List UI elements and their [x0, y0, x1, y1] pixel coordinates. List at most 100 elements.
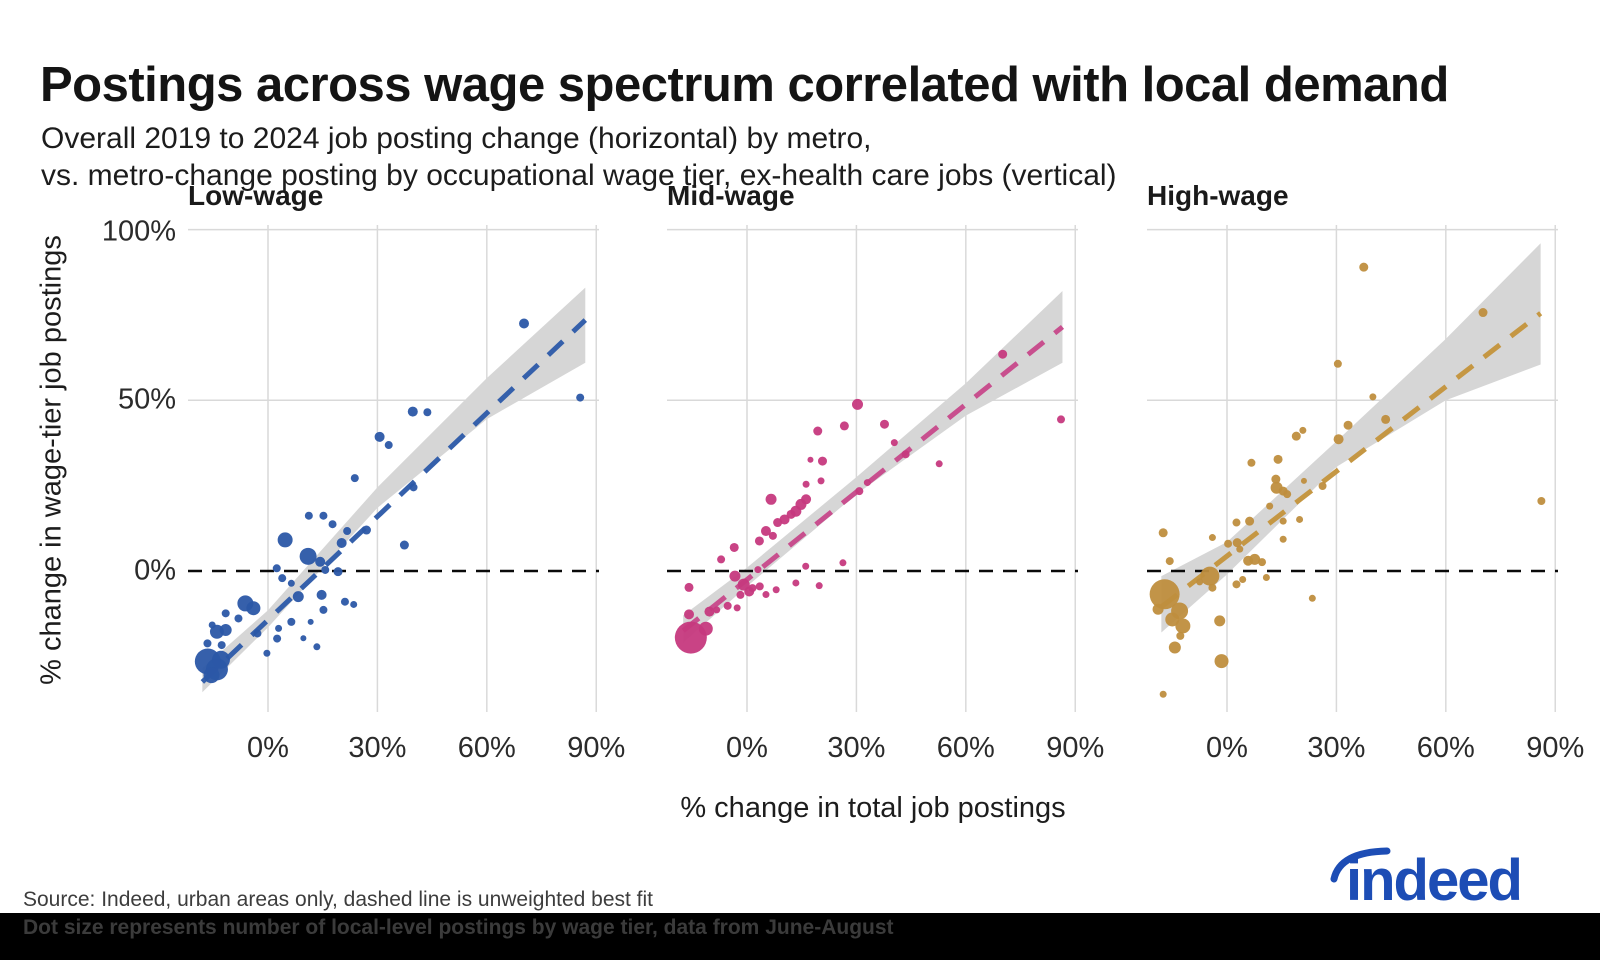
data-point [315, 556, 326, 567]
data-point [1158, 528, 1168, 538]
data-point [1279, 517, 1287, 525]
data-point [1308, 594, 1316, 602]
data-point [336, 538, 347, 549]
trend-line [200, 318, 588, 684]
data-point [1247, 458, 1256, 467]
data-point [704, 606, 715, 617]
data-point [1200, 566, 1220, 586]
data-point [765, 493, 777, 505]
data-point [1176, 631, 1185, 640]
data-point [801, 494, 812, 505]
data-point [762, 591, 770, 599]
data-point [1232, 538, 1242, 548]
data-point [807, 456, 814, 463]
data-point [278, 574, 287, 583]
data-point [319, 511, 328, 520]
panel-mid-wage: 0% 30% 60% 90% [667, 225, 1104, 764]
data-point [313, 643, 321, 651]
data-point [1537, 497, 1546, 506]
data-point [1243, 555, 1254, 566]
data-point [1152, 603, 1164, 615]
x-tick-label: 30% [827, 732, 885, 764]
data-point [754, 536, 764, 546]
data-point [219, 624, 232, 637]
x-tick-label: 60% [1417, 732, 1475, 764]
data-point [277, 532, 293, 548]
data-point [350, 474, 359, 483]
data-point [1214, 615, 1226, 627]
x-tick-label: 60% [458, 732, 516, 764]
data-point [273, 634, 282, 643]
data-point [1175, 618, 1191, 634]
indeed-logo-swoosh-icon [1330, 847, 1391, 883]
data-point [287, 579, 295, 587]
data-point [287, 617, 296, 626]
data-point [203, 667, 220, 684]
data-point [1208, 583, 1217, 592]
data-point [1196, 578, 1204, 586]
data-point [374, 431, 385, 442]
data-point [333, 567, 343, 577]
data-point [203, 639, 212, 648]
data-point [879, 419, 889, 429]
data-point [1300, 477, 1307, 484]
data-point [304, 511, 313, 520]
data-point [863, 479, 871, 487]
trend-line [1159, 311, 1543, 609]
data-point [935, 460, 943, 468]
panel-title-high: High-wage [1147, 180, 1289, 211]
x-tick-label: 0% [1206, 732, 1248, 764]
data-point [576, 393, 585, 402]
x-tick-label: 90% [1046, 732, 1104, 764]
data-point [1258, 558, 1267, 567]
data-point [1296, 515, 1304, 523]
data-point [253, 629, 262, 638]
data-point [1478, 308, 1488, 318]
data-point [729, 570, 741, 582]
data-point [361, 525, 371, 535]
data-point [1236, 545, 1244, 553]
x-tick-label: 90% [1526, 732, 1584, 764]
data-point [246, 601, 261, 616]
data-point [1359, 262, 1369, 272]
data-point [217, 641, 226, 650]
data-point [1168, 641, 1181, 654]
data-point [292, 591, 304, 603]
panel-low-wage: 0% 30% 60% 90% [188, 225, 625, 764]
indeed-logo: indeed [1346, 848, 1523, 913]
data-point [321, 565, 330, 574]
data-point [1333, 359, 1342, 368]
data-point [1165, 612, 1180, 627]
data-point [1273, 454, 1283, 464]
data-point [723, 601, 732, 610]
data-point [839, 559, 847, 567]
dot-size-note: Dot size represents number of local-leve… [23, 916, 894, 939]
data-point [423, 408, 432, 417]
data-point [717, 555, 726, 564]
data-point [772, 586, 780, 594]
y-tick-100: 100% [101, 215, 176, 248]
data-point [409, 483, 418, 492]
x-tick-label: 0% [726, 732, 768, 764]
confidence-band [683, 291, 1063, 643]
data-point [340, 597, 349, 606]
subtitle-line-1: Overall 2019 to 2024 job posting change … [41, 122, 872, 155]
y-tick-0: 0% [134, 554, 176, 587]
panel-title-mid: Mid-wage [667, 180, 795, 211]
data-point [1165, 557, 1174, 566]
data-point [713, 606, 721, 614]
footer-bar: Dot size represents number of local-leve… [0, 913, 1600, 960]
data-point [208, 621, 216, 629]
data-point [275, 624, 283, 632]
data-point [328, 520, 337, 529]
data-point [1232, 580, 1241, 589]
data-point [1057, 415, 1066, 424]
data-point [299, 547, 317, 565]
data-point [1214, 654, 1229, 669]
data-point [316, 589, 327, 600]
panel-title-low: Low-wage [188, 180, 324, 211]
data-point [1299, 426, 1307, 434]
data-point [748, 584, 757, 593]
data-point [698, 621, 713, 636]
